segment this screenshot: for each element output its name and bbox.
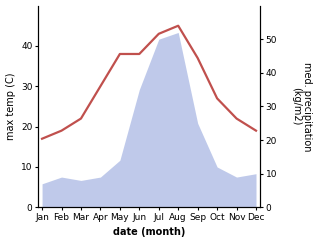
Y-axis label: med. precipitation
(kg/m2): med. precipitation (kg/m2) <box>291 62 313 151</box>
Y-axis label: max temp (C): max temp (C) <box>5 73 16 140</box>
X-axis label: date (month): date (month) <box>113 227 185 237</box>
